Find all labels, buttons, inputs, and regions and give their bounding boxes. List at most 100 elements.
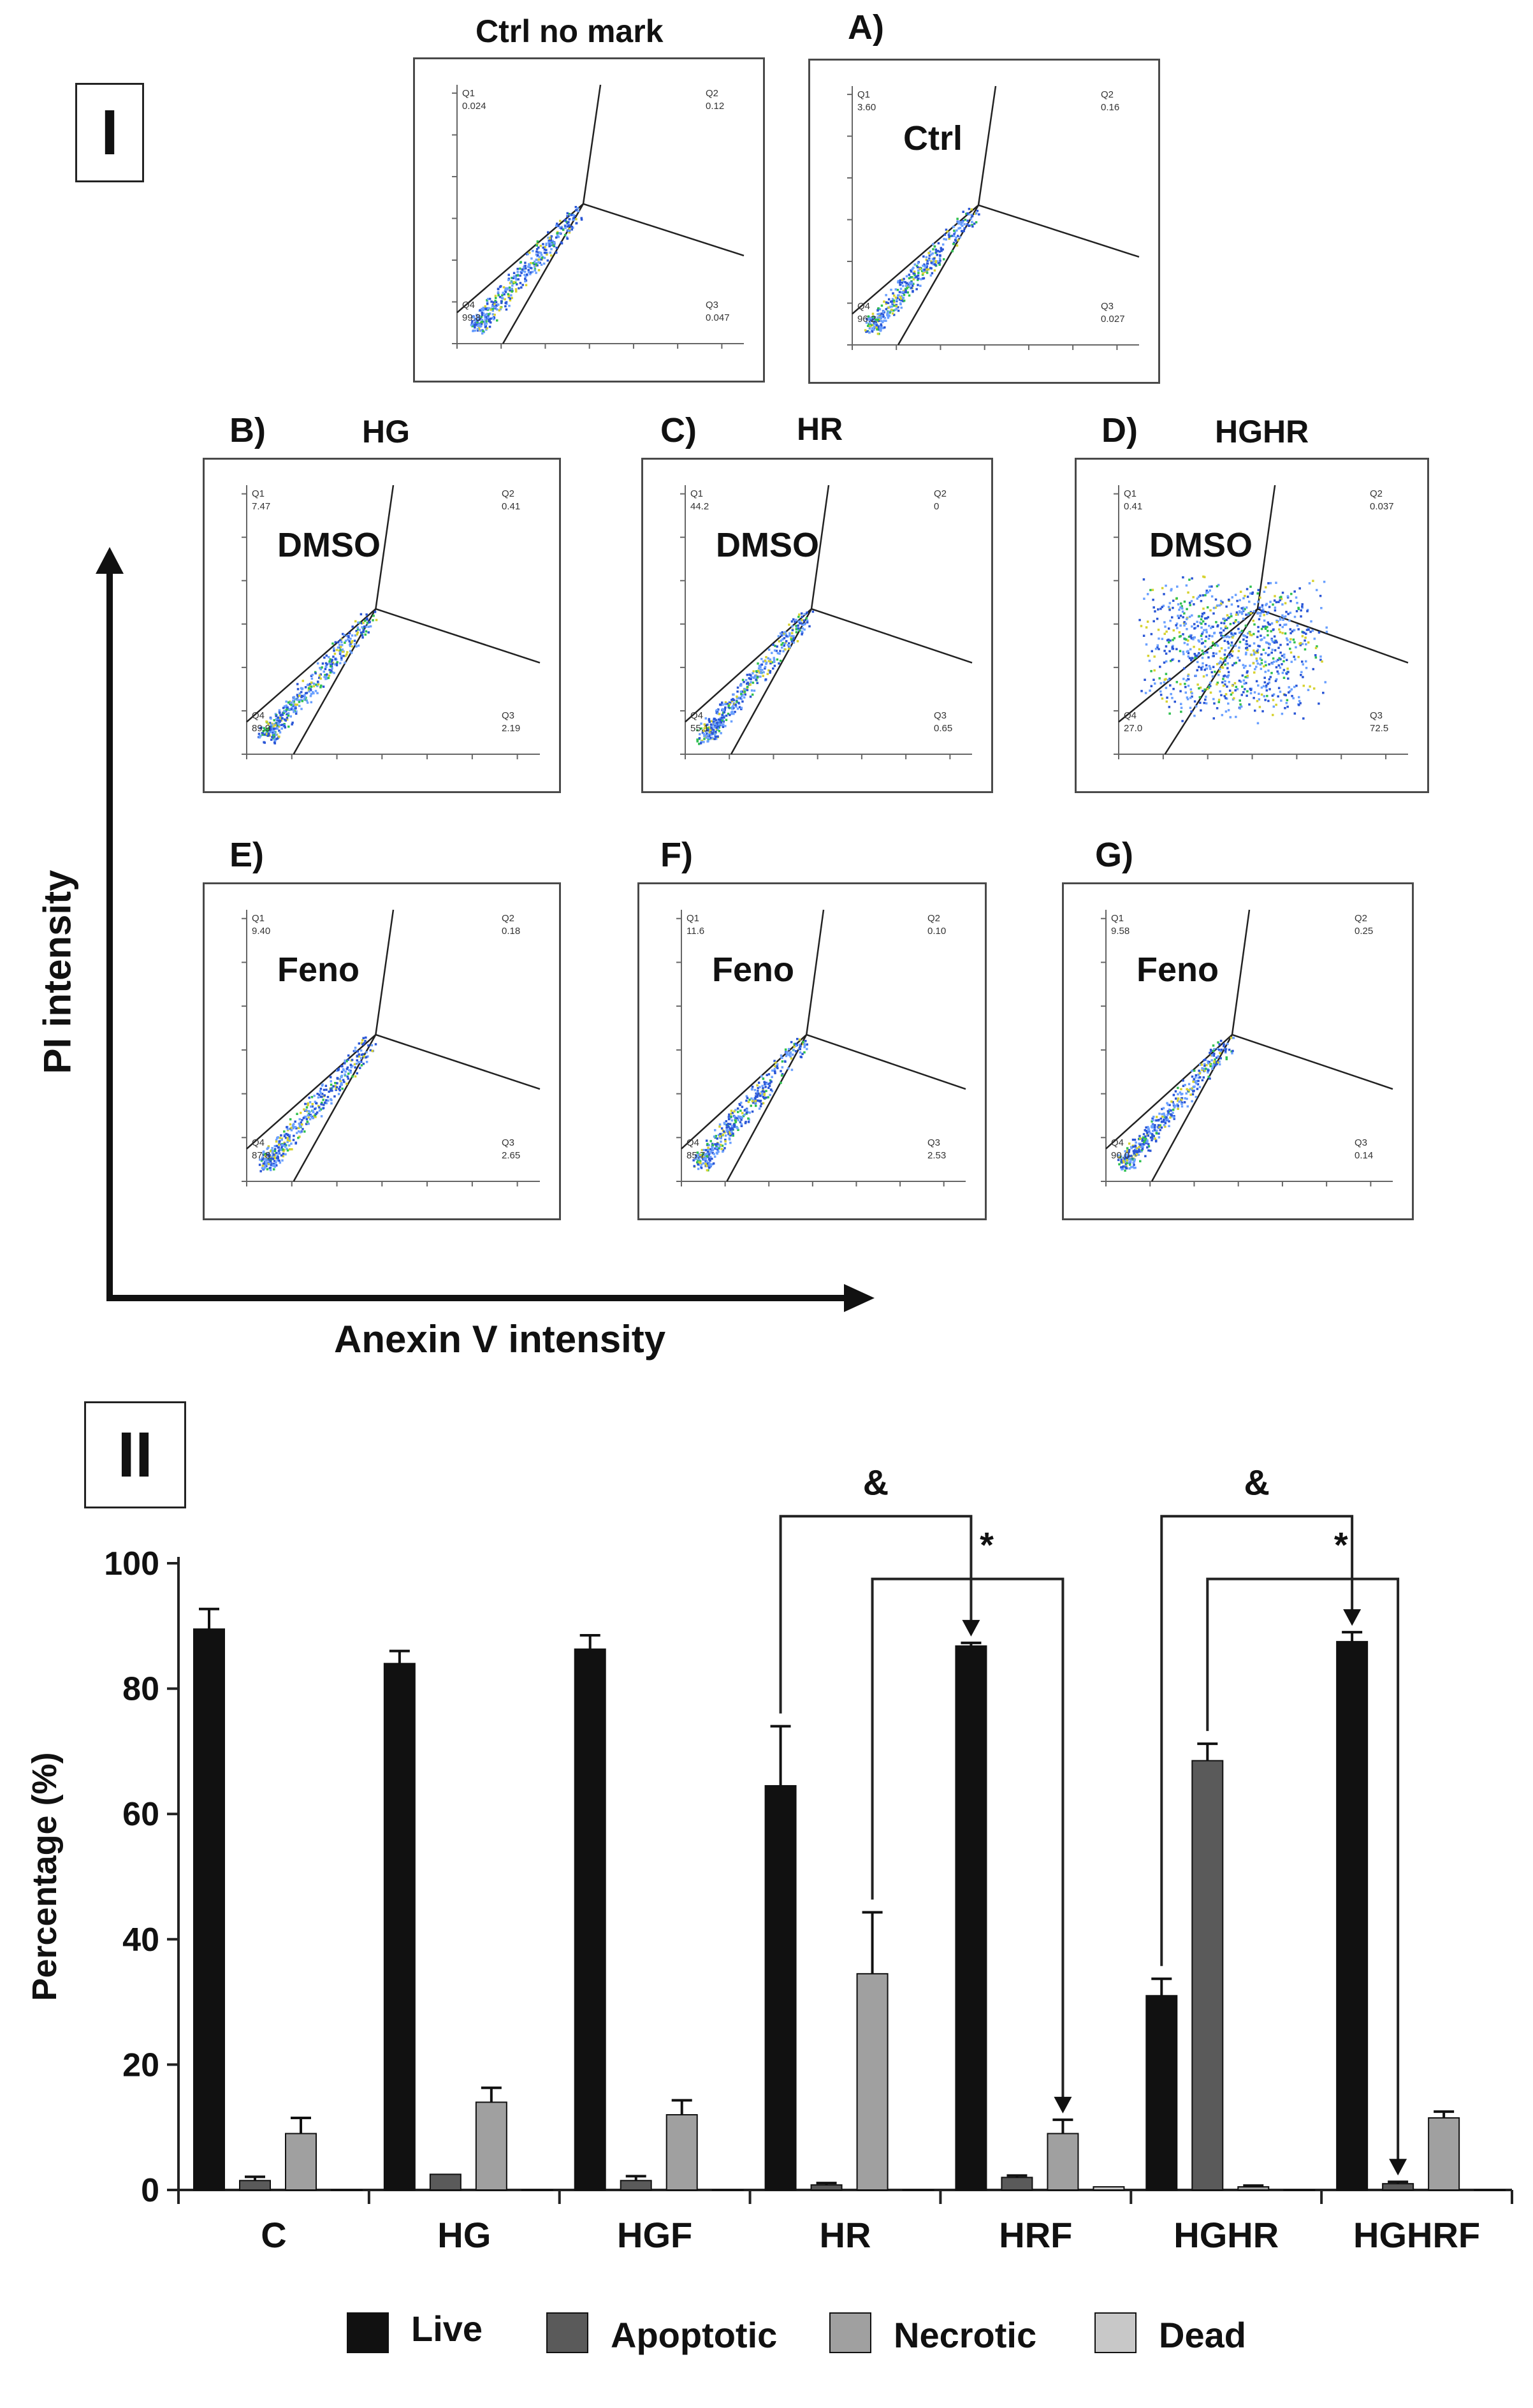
cell-event [899, 297, 903, 300]
cell-event [1225, 1056, 1228, 1059]
cell-event [1216, 1047, 1219, 1051]
cell-event [266, 730, 269, 733]
cell-event [283, 1148, 286, 1151]
y-tick-label: 40 [122, 1922, 159, 1959]
cell-event [759, 675, 762, 678]
cell-event [763, 1090, 766, 1093]
cell-event [917, 277, 920, 280]
cell-event [528, 266, 531, 268]
cell-event [1282, 653, 1286, 656]
cell-event [757, 1090, 759, 1093]
cell-event [871, 327, 874, 330]
cell-event [486, 301, 489, 303]
cell-event [1147, 1134, 1150, 1137]
cell-event [267, 1161, 270, 1164]
cell-event [1148, 659, 1151, 662]
cell-event [1218, 1060, 1221, 1063]
cell-event [755, 670, 758, 673]
cell-event [1129, 1164, 1131, 1166]
cell-event [1300, 660, 1304, 663]
cell-event [1145, 1137, 1147, 1141]
cell-event [540, 263, 543, 266]
cell-event [292, 699, 294, 702]
cell-event [1215, 643, 1218, 646]
panel-inner-label: DMSO [716, 526, 819, 564]
cell-event [723, 708, 726, 711]
cell-event [954, 239, 957, 242]
q4-value: 96.2 [857, 314, 876, 325]
cell-event [1200, 709, 1202, 712]
cell-event [1286, 643, 1289, 646]
q3-value: 0.65 [934, 723, 952, 734]
cell-event [891, 298, 894, 300]
cell-event [1237, 605, 1240, 608]
cell-event [360, 1049, 363, 1052]
cell-event [1231, 596, 1233, 599]
cell-event [953, 242, 955, 244]
cell-event [280, 1154, 283, 1157]
cell-event [476, 329, 479, 332]
cell-event [279, 731, 282, 734]
cell-event [926, 272, 929, 274]
cell-event [1279, 690, 1282, 693]
cell-event [355, 645, 358, 648]
cell-event [477, 317, 480, 319]
cell-event [312, 685, 316, 688]
cell-event [303, 694, 306, 697]
cell-event [1189, 706, 1192, 710]
cell-event [299, 1111, 302, 1114]
cell-event [1220, 647, 1223, 650]
cell-event [272, 1149, 275, 1152]
cell-event [514, 277, 517, 279]
cell-event [1154, 682, 1156, 685]
cell-event [356, 631, 359, 634]
cell-event [1128, 1167, 1131, 1170]
cell-event [568, 228, 571, 230]
cell-event [1277, 659, 1279, 661]
cell-event [1258, 698, 1261, 701]
cell-event [787, 647, 790, 650]
cell-event [1263, 619, 1266, 622]
cell-event [1130, 1155, 1133, 1157]
cell-event [1203, 629, 1205, 632]
cell-event [482, 312, 485, 315]
cell-event [557, 232, 560, 235]
cell-event [900, 295, 903, 298]
cell-event [788, 642, 790, 645]
cell-event [1268, 678, 1271, 681]
cell-event [1256, 611, 1260, 614]
cell-event [1149, 1136, 1152, 1139]
cell-event [543, 251, 546, 254]
cell-event [1240, 629, 1244, 632]
cell-event [966, 223, 969, 226]
gate-line-lower [1164, 608, 1258, 755]
cell-event [694, 1158, 697, 1160]
cell-event [1177, 1093, 1179, 1096]
cell-event [1209, 682, 1212, 684]
cell-event [1213, 1060, 1216, 1063]
cell-event [1139, 1143, 1142, 1146]
cell-event [316, 662, 319, 665]
cell-event [730, 1130, 733, 1134]
cell-event [741, 1112, 744, 1114]
cell-event [961, 224, 964, 227]
cell-event [349, 645, 352, 647]
cell-event [1229, 716, 1232, 719]
cell-event [1212, 1054, 1216, 1057]
cell-event [358, 1061, 361, 1063]
cell-event [1190, 710, 1193, 713]
panel-inner-label: DMSO [277, 526, 381, 564]
cell-event [783, 632, 786, 635]
cell-event [305, 692, 309, 694]
cell-event [802, 1040, 804, 1044]
cell-event [1165, 687, 1168, 689]
cell-event [1198, 1086, 1202, 1088]
cell-event [1224, 683, 1226, 686]
cell-event [1176, 1103, 1179, 1106]
cell-event [747, 1117, 750, 1120]
cell-event [1284, 706, 1286, 710]
cell-event [706, 1151, 709, 1153]
cell-event [1212, 717, 1216, 720]
cell-event [342, 655, 345, 657]
cell-event [1198, 648, 1201, 651]
